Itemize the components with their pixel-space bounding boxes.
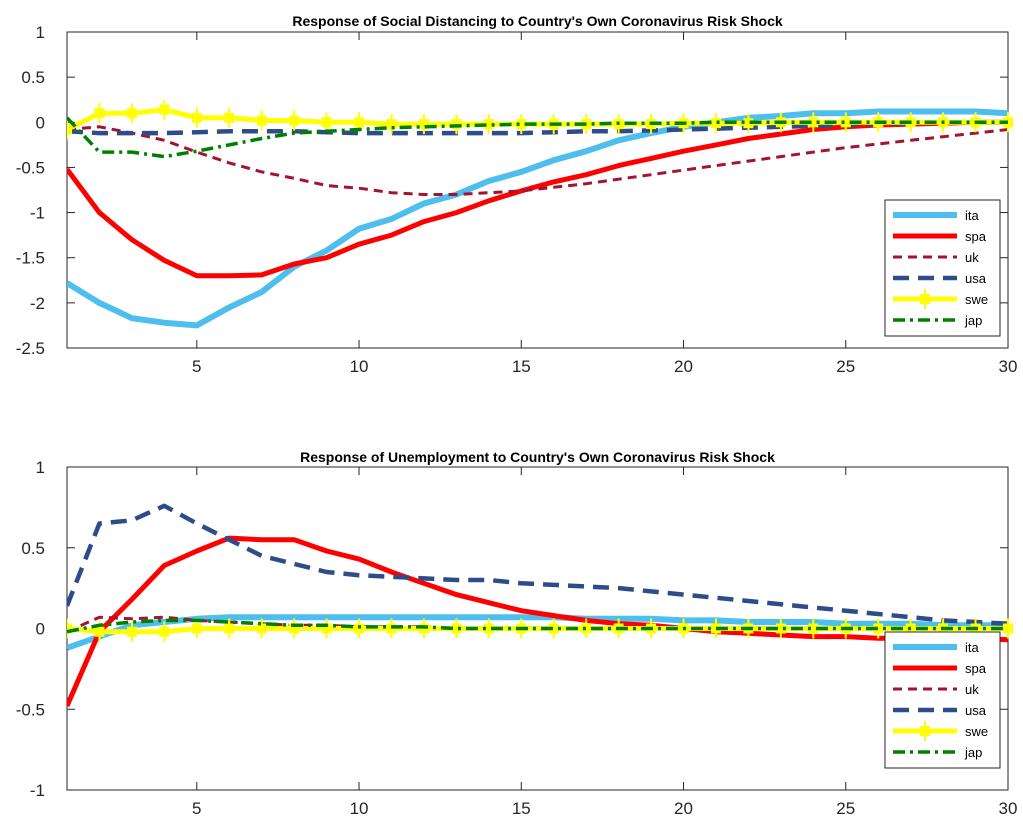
x-tick-label: 20	[674, 357, 693, 376]
legend-label-usa: usa	[965, 703, 987, 718]
legend-label-uk: uk	[965, 682, 979, 697]
y-tick-label: 1	[36, 23, 45, 42]
series-line-spa	[67, 535, 1009, 707]
series-group	[67, 99, 1013, 329]
y-tick-label: -0.5	[16, 700, 45, 719]
series-line-jap	[67, 618, 1008, 634]
x-tick-label: 5	[192, 799, 201, 818]
plot-axes-box	[66, 31, 1009, 349]
y-tick-label: -1	[30, 781, 45, 800]
x-tick-label: 15	[512, 357, 531, 376]
y-tick-label: -2.5	[16, 339, 45, 358]
chart-panel-social-distancing: Response of Social Distancing to Country…	[16, 13, 1018, 376]
y-tick-label: -0.5	[16, 158, 45, 177]
legend-label-ita: ita	[965, 208, 980, 223]
chart-title: Response of Social Distancing to Country…	[292, 13, 783, 29]
series-line-ita	[67, 614, 1008, 651]
series-line-usa	[67, 120, 1008, 136]
x-tick-label: 20	[674, 799, 693, 818]
legend-box	[884, 199, 1001, 337]
series-group	[67, 503, 1013, 707]
legend-box	[884, 631, 1001, 769]
legend-label-usa: usa	[965, 271, 987, 286]
legend-label-ita: ita	[965, 640, 980, 655]
chart-panel-unemployment: Response of Unemployment to Country's Ow…	[16, 449, 1018, 818]
x-tick-label: 10	[350, 357, 369, 376]
x-tick-label: 25	[836, 799, 855, 818]
series-line-uk	[67, 125, 1009, 196]
y-tick-label: -2	[30, 294, 45, 313]
y-tick-label: -1.5	[16, 249, 45, 268]
y-tick-label: 0	[36, 113, 45, 132]
x-tick-label: 10	[350, 799, 369, 818]
x-tick-label: 15	[512, 799, 531, 818]
x-tick-label: 25	[836, 357, 855, 376]
series-line-jap	[67, 116, 1008, 159]
legend-label-jap: jap	[964, 313, 982, 328]
x-tick-label: 5	[192, 357, 201, 376]
legend-label-swe: swe	[965, 292, 988, 307]
series-line-usa	[67, 503, 1009, 626]
x-tick-label: 30	[999, 799, 1018, 818]
legend-label-swe: swe	[965, 724, 988, 739]
x-tick-label: 30	[999, 357, 1018, 376]
legend-label-uk: uk	[965, 250, 979, 265]
series-line-ita	[67, 108, 1009, 329]
legend-label-spa: spa	[965, 661, 987, 676]
y-tick-label: 1	[36, 458, 45, 477]
legend-label-spa: spa	[965, 229, 987, 244]
y-tick-label: -1	[30, 204, 45, 223]
chart-title: Response of Unemployment to Country's Ow…	[300, 449, 775, 465]
y-tick-label: 0	[36, 620, 45, 639]
legend-label-jap: jap	[964, 745, 982, 760]
y-tick-label: 0.5	[21, 539, 45, 558]
y-tick-label: 0.5	[21, 68, 45, 87]
series-marker-swe	[67, 623, 72, 634]
series-marker-swe	[67, 124, 72, 135]
